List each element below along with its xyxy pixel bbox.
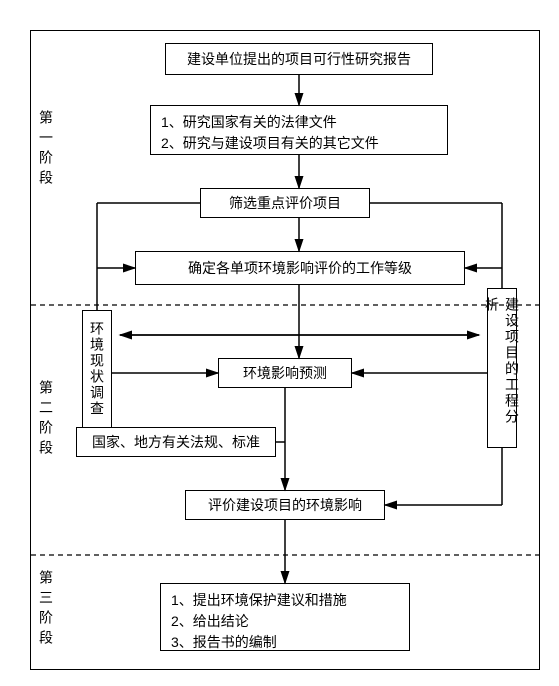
phase3-label: 第三阶段 xyxy=(36,570,56,650)
node-regulations: 国家、地方有关法规、标准 xyxy=(76,427,276,457)
node-study-docs-line2: 2、研究与建设项目有关的其它文件 xyxy=(161,133,379,154)
node-conclusions-line2: 2、给出结论 xyxy=(171,611,249,632)
flowchart-canvas: 第一阶段 第二阶段 第三阶段 建设单位提出的项目可行性研究报告 1、研究国家有关… xyxy=(0,0,559,686)
node-filter-key-items: 筛选重点评价项目 xyxy=(200,188,370,218)
phase2-label: 第二阶段 xyxy=(36,380,56,460)
node-eng-analysis: 建设项目的工程分析 xyxy=(487,288,517,448)
node-conclusions-line3: 3、报告书的编制 xyxy=(171,632,277,653)
phase1-label: 第一阶段 xyxy=(36,110,56,190)
node-evaluate-impact: 评价建设项目的环境影响 xyxy=(185,490,385,520)
node-conclusions-line1: 1、提出环境保护建议和措施 xyxy=(171,590,347,611)
node-conclusions: 1、提出环境保护建议和措施 2、给出结论 3、报告书的编制 xyxy=(160,583,410,651)
node-determine-grade: 确定各单项环境影响评价的工作等级 xyxy=(135,251,465,285)
node-feasibility-report: 建设单位提出的项目可行性研究报告 xyxy=(165,43,433,75)
node-study-docs: 1、研究国家有关的法律文件 2、研究与建设项目有关的其它文件 xyxy=(150,105,448,155)
node-study-docs-line1: 1、研究国家有关的法律文件 xyxy=(161,112,337,133)
node-env-survey: 环境现状调查 xyxy=(82,310,112,428)
node-impact-predict: 环境影响预测 xyxy=(218,358,352,388)
